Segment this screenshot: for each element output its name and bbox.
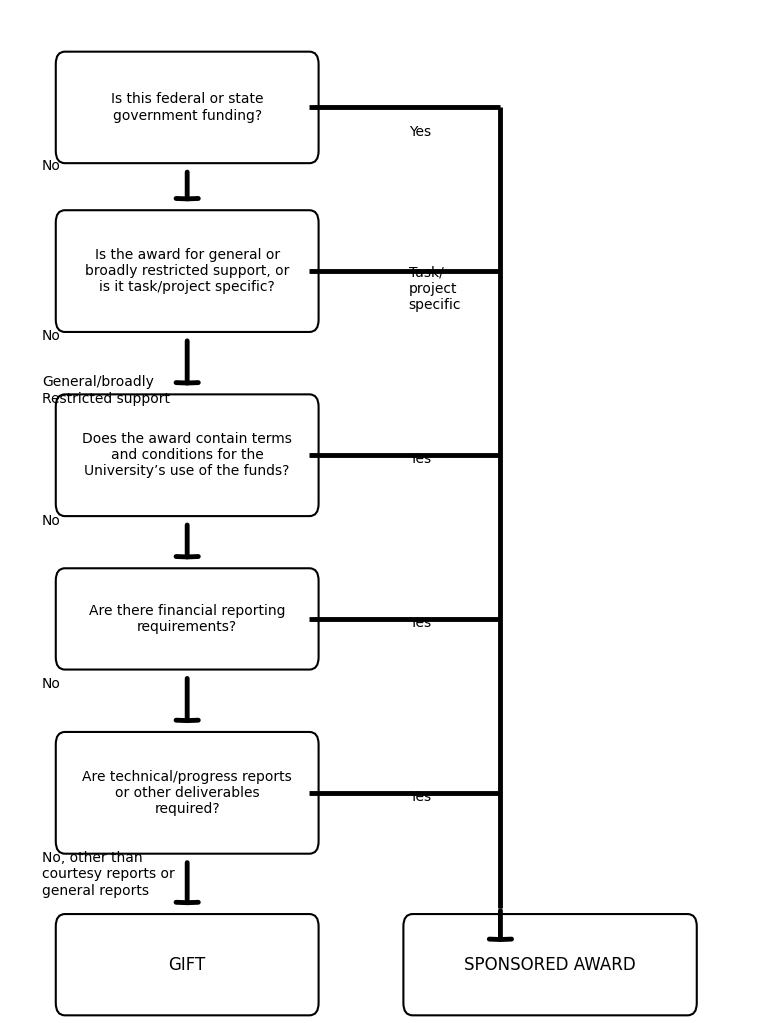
Text: Yes: Yes bbox=[409, 616, 431, 630]
Text: Yes: Yes bbox=[409, 790, 431, 804]
Text: No: No bbox=[42, 329, 61, 344]
Text: No: No bbox=[42, 677, 61, 692]
Text: Is the award for general or
broadly restricted support, or
is it task/project sp: Is the award for general or broadly rest… bbox=[85, 248, 290, 295]
FancyBboxPatch shape bbox=[56, 211, 319, 332]
Text: No, other than
courtesy reports or
general reports: No, other than courtesy reports or gener… bbox=[42, 851, 175, 897]
Text: Yes: Yes bbox=[409, 452, 431, 466]
FancyBboxPatch shape bbox=[56, 51, 319, 163]
FancyBboxPatch shape bbox=[56, 915, 319, 1015]
FancyBboxPatch shape bbox=[403, 915, 697, 1015]
FancyBboxPatch shape bbox=[56, 394, 319, 516]
Text: Are technical/progress reports
or other deliverables
required?: Are technical/progress reports or other … bbox=[83, 769, 292, 816]
Text: Does the award contain terms
and conditions for the
University’s use of the fund: Does the award contain terms and conditi… bbox=[83, 432, 292, 479]
Text: No: No bbox=[42, 159, 61, 173]
Text: Is this federal or state
government funding?: Is this federal or state government fund… bbox=[111, 92, 264, 123]
Text: SPONSORED AWARD: SPONSORED AWARD bbox=[465, 955, 636, 974]
Text: No: No bbox=[42, 514, 61, 528]
FancyBboxPatch shape bbox=[56, 569, 319, 669]
Text: Task/
project
specific: Task/ project specific bbox=[409, 266, 461, 312]
FancyBboxPatch shape bbox=[56, 732, 319, 853]
Text: General/broadly
Restricted support: General/broadly Restricted support bbox=[42, 375, 170, 406]
Text: Yes: Yes bbox=[409, 125, 431, 139]
Text: Are there financial reporting
requirements?: Are there financial reporting requiremen… bbox=[89, 604, 286, 634]
Text: GIFT: GIFT bbox=[169, 955, 206, 974]
